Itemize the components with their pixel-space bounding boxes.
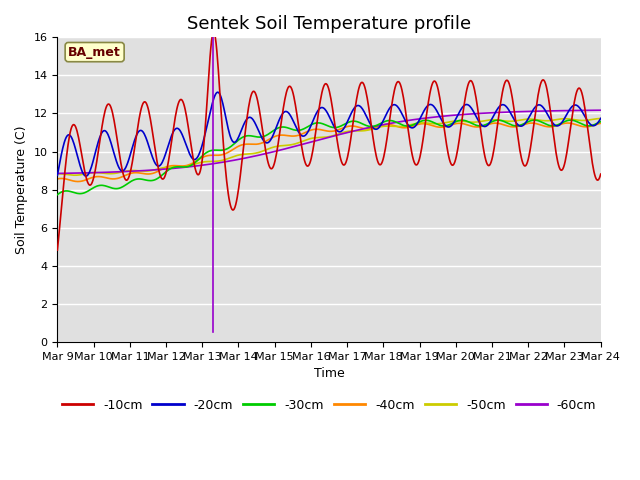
-10cm: [210, 29, 218, 35]
-50cm: [120, 168, 128, 174]
-10cm: [412, 162, 419, 168]
-20cm: [412, 122, 420, 128]
Title: Sentek Soil Temperature profile: Sentek Soil Temperature profile: [187, 15, 471, 33]
-10cm: [597, 171, 605, 177]
-60cm: [597, 108, 605, 113]
-40cm: [597, 120, 605, 126]
-30cm: [203, 149, 211, 155]
-10cm: [54, 247, 61, 253]
-60cm: [203, 162, 211, 168]
-40cm: [74, 179, 82, 184]
X-axis label: Time: Time: [314, 367, 344, 380]
-40cm: [564, 120, 572, 126]
-30cm: [411, 121, 419, 127]
-20cm: [204, 120, 212, 125]
-60cm: [395, 119, 403, 125]
-60cm: [119, 169, 127, 175]
Y-axis label: Soil Temperature (C): Soil Temperature (C): [15, 125, 28, 254]
-50cm: [396, 123, 404, 129]
-20cm: [397, 108, 404, 114]
Line: -40cm: -40cm: [58, 123, 601, 181]
-10cm: [119, 171, 127, 177]
-60cm: [411, 117, 419, 122]
Text: BA_met: BA_met: [68, 46, 121, 59]
-10cm: [203, 99, 211, 105]
-50cm: [175, 164, 183, 170]
-30cm: [566, 117, 574, 123]
-50cm: [54, 171, 61, 177]
-30cm: [597, 119, 605, 124]
-60cm: [54, 170, 61, 176]
-30cm: [54, 192, 61, 197]
-20cm: [54, 172, 61, 178]
-30cm: [395, 120, 403, 126]
Legend: -10cm, -20cm, -30cm, -40cm, -50cm, -60cm: -10cm, -20cm, -30cm, -40cm, -50cm, -60cm: [57, 394, 602, 417]
-10cm: [63, 148, 71, 154]
-10cm: [175, 101, 182, 107]
-40cm: [175, 163, 183, 169]
Line: -50cm: -50cm: [58, 119, 601, 175]
-40cm: [54, 176, 61, 182]
-30cm: [119, 184, 127, 190]
-50cm: [204, 159, 212, 165]
-20cm: [214, 89, 221, 95]
-30cm: [63, 188, 71, 194]
-30cm: [175, 164, 182, 169]
Line: -20cm: -20cm: [58, 92, 601, 176]
-20cm: [175, 126, 183, 132]
-20cm: [83, 173, 90, 179]
-40cm: [204, 153, 212, 158]
Line: -60cm: -60cm: [58, 110, 601, 173]
Line: -10cm: -10cm: [58, 32, 601, 250]
-50cm: [71, 172, 79, 178]
-50cm: [63, 172, 71, 178]
-60cm: [63, 170, 71, 176]
-50cm: [412, 120, 419, 126]
Line: -30cm: -30cm: [58, 120, 601, 194]
-40cm: [120, 173, 128, 179]
-10cm: [396, 80, 404, 86]
-50cm: [597, 116, 605, 121]
-40cm: [63, 177, 71, 182]
-60cm: [175, 165, 182, 171]
-20cm: [597, 116, 605, 121]
-20cm: [120, 168, 128, 173]
-40cm: [412, 122, 419, 128]
-40cm: [396, 124, 404, 130]
-20cm: [63, 133, 71, 139]
